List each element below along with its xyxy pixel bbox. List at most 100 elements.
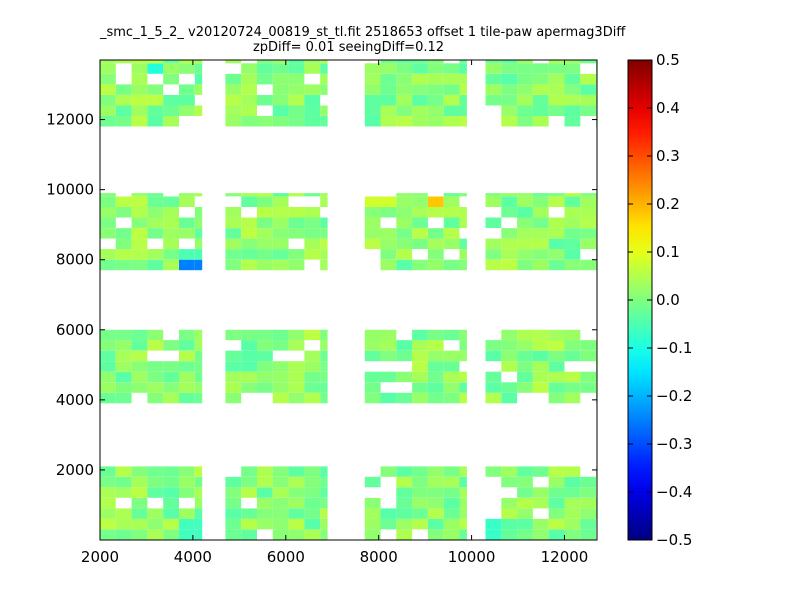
heatmap-cell (364, 371, 381, 383)
heatmap-cell (194, 207, 203, 218)
heatmap-cell (396, 340, 413, 351)
heatmap-cell (412, 382, 428, 393)
heatmap-cell (257, 497, 273, 509)
heatmap-cell (396, 249, 413, 260)
heatmap-cell (485, 371, 502, 383)
heatmap-cell (241, 95, 257, 106)
heatmap-cell (163, 73, 179, 85)
heatmap-cell (163, 196, 179, 207)
heatmap-cell (485, 518, 502, 530)
heatmap-cell (459, 340, 467, 351)
heatmap-cell (396, 238, 413, 250)
heatmap-cell (288, 476, 305, 488)
heatmap-cell (100, 207, 116, 218)
heatmap-cell (320, 518, 328, 530)
heatmap-cell (288, 518, 305, 530)
heatmap-cell (517, 361, 533, 372)
heatmap-cell (304, 238, 321, 250)
heatmap-cell (147, 361, 164, 372)
heatmap-cell (517, 466, 533, 477)
heatmap-cell (241, 361, 257, 372)
heatmap-cell (548, 476, 565, 488)
heatmap-cell (412, 116, 428, 127)
heatmap-cell (304, 497, 321, 509)
heatmap-cell (517, 382, 533, 393)
heatmap-cell (501, 518, 518, 530)
heatmap-cell (532, 63, 549, 74)
heatmap-cell (225, 487, 242, 498)
heatmap-cell (163, 60, 179, 64)
heatmap-cell (380, 350, 397, 362)
heatmap-cell (580, 193, 597, 197)
heatmap-cell (272, 84, 289, 95)
heatmap-cell (501, 196, 518, 207)
heatmap-cell (517, 116, 533, 127)
heatmap-cell (427, 340, 444, 351)
heatmap-cell (194, 476, 203, 488)
heatmap-cell (147, 196, 164, 207)
heatmap-cell (485, 193, 502, 197)
heatmap-cell (501, 228, 518, 239)
heatmap-cell (194, 249, 203, 260)
heatmap-cell (517, 487, 533, 498)
heatmap-cell (412, 340, 428, 351)
heatmap-cell (131, 193, 148, 197)
heatmap-cell (163, 382, 179, 393)
heatmap-cell (517, 259, 533, 271)
heatmap-cell (517, 476, 533, 488)
heatmap-cell (427, 63, 444, 74)
heatmap-cell (396, 217, 413, 228)
heatmap-cell (459, 350, 467, 362)
heatmap-cell (501, 116, 518, 127)
heatmap-cell (320, 382, 328, 393)
heatmap-cell (517, 207, 533, 218)
heatmap-cell (320, 84, 328, 95)
heatmap-cell (179, 63, 195, 74)
heatmap-cell (380, 196, 397, 207)
heatmap-cell (459, 371, 467, 383)
heatmap-cell (396, 529, 413, 540)
heatmap-cell (364, 207, 381, 218)
heatmap-cell (163, 63, 179, 74)
heatmap-cell (288, 340, 305, 351)
heatmap-cell (147, 249, 164, 260)
heatmap-cell (459, 217, 467, 228)
heatmap-cell (304, 116, 321, 127)
colorbar-tick-label: 0.0 (656, 291, 680, 309)
heatmap-cell (147, 529, 164, 540)
heatmap-cell (115, 259, 132, 271)
heatmap-cell (194, 371, 203, 383)
heatmap-cell (288, 249, 305, 260)
heatmap-cell (580, 350, 597, 362)
heatmap-cell (163, 238, 179, 250)
heatmap-cell (147, 207, 164, 218)
heatmap-cell (517, 518, 533, 530)
heatmap-cell (380, 329, 397, 341)
heatmap-cell (257, 207, 273, 218)
heatmap-cell (501, 497, 518, 509)
colorbar-tick-label: 0.2 (656, 195, 680, 213)
heatmap-cell (304, 529, 321, 540)
heatmap-cell (580, 259, 597, 271)
heatmap-cell (580, 60, 597, 64)
heatmap-cell (396, 196, 413, 207)
heatmap-cell (548, 350, 565, 362)
heatmap-cell (580, 84, 597, 95)
heatmap-cell (147, 518, 164, 530)
heatmap-cell (380, 95, 397, 106)
heatmap-cell (225, 217, 242, 228)
heatmap-cell (100, 497, 116, 509)
heatmap-cell (396, 508, 413, 519)
heatmap-cell (194, 238, 203, 250)
heatmap-cell (257, 518, 273, 530)
heatmap-cell (272, 487, 289, 498)
heatmap-cell (485, 466, 502, 477)
heatmap-cell (427, 196, 444, 207)
heatmap-cell (427, 382, 444, 393)
heatmap-cell (548, 196, 565, 207)
heatmap-cell (412, 371, 428, 383)
heatmap-cell (131, 60, 148, 64)
heatmap-cell (443, 508, 460, 519)
heatmap-cell (163, 392, 179, 404)
heatmap-cell (501, 382, 518, 393)
